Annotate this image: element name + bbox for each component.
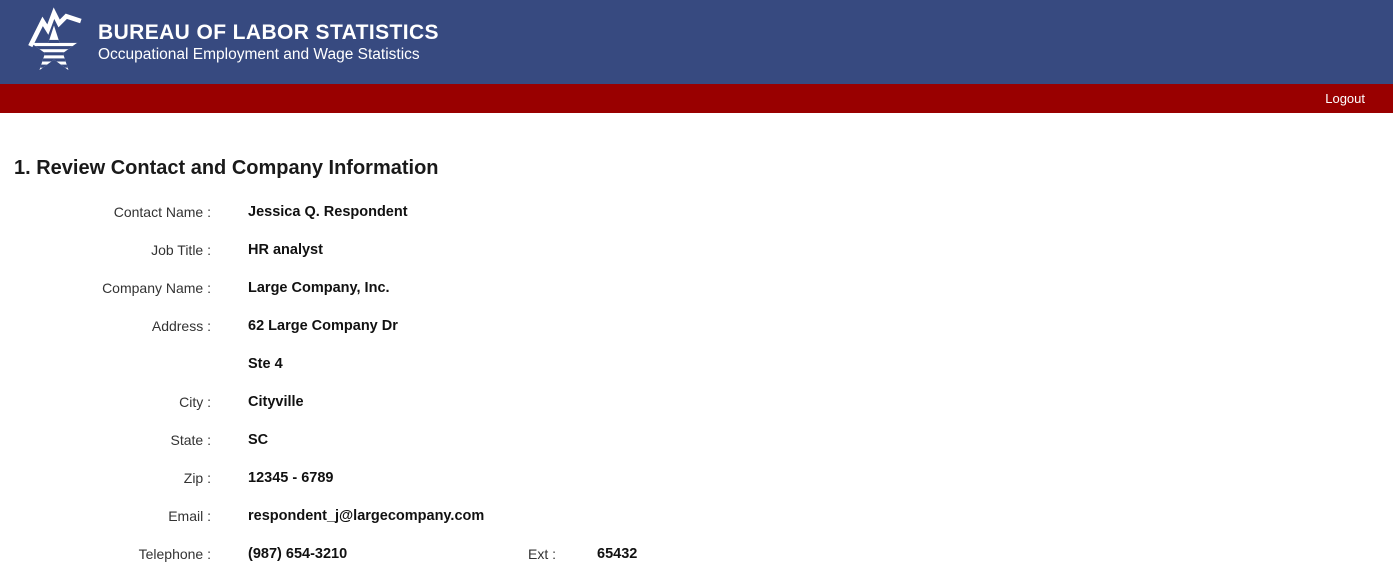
field-value: HR analyst	[248, 242, 323, 258]
field-row-contact-name: Contact Name : Jessica Q. Respondent	[0, 193, 1393, 231]
field-label	[0, 345, 211, 383]
field-value: 12345 - 6789	[248, 470, 334, 486]
bls-star-logo-icon	[27, 7, 83, 79]
field-label: City :	[179, 394, 211, 410]
field-label: Address :	[151, 318, 211, 334]
main-content: 1. Review Contact and Company Informatio…	[0, 113, 1393, 573]
field-value: Cityville	[248, 394, 304, 410]
field-value: Ste 4	[248, 356, 283, 372]
field-row-job-title: Job Title : HR analyst	[0, 231, 1393, 269]
field-row-address-line2: Ste 4	[0, 345, 1393, 383]
field-label: Zip :	[183, 470, 211, 486]
field-row-email: Email : respondent_j@largecompany.com	[0, 497, 1393, 535]
field-value: 62 Large Company Dr	[248, 318, 398, 334]
header-title: BUREAU OF LABOR STATISTICS	[98, 21, 439, 44]
field-label: Company Name :	[102, 280, 211, 296]
ext-label: Ext :	[528, 546, 557, 562]
field-label: Telephone :	[138, 546, 211, 562]
field-value: (987) 654-3210	[248, 546, 348, 562]
section-title: 1. Review Contact and Company Informatio…	[14, 157, 439, 179]
field-value: Jessica Q. Respondent	[248, 204, 408, 220]
field-row-telephone: Telephone : (987) 654-3210 Ext : 65432	[0, 535, 1393, 573]
header-subtitle: Occupational Employment and Wage Statist…	[98, 46, 420, 63]
bls-header: BUREAU OF LABOR STATISTICS Occupational …	[0, 0, 1393, 84]
field-value: Large Company, Inc.	[248, 280, 390, 296]
field-label: Email :	[168, 508, 211, 524]
field-row-zip: Zip : 12345 - 6789	[0, 459, 1393, 497]
field-value: SC	[248, 432, 269, 448]
contact-info-fields: Contact Name : Jessica Q. Respondent Job…	[0, 193, 1393, 573]
field-label: Job Title :	[151, 242, 211, 258]
field-row-company-name: Company Name : Large Company, Inc.	[0, 269, 1393, 307]
field-label: State :	[170, 432, 211, 448]
ext-value: 65432	[597, 546, 638, 562]
field-row-state: State : SC	[0, 421, 1393, 459]
field-row-address: Address : 62 Large Company Dr	[0, 307, 1393, 345]
logout-link[interactable]: Logout	[1325, 91, 1365, 106]
field-row-city: City : Cityville	[0, 383, 1393, 421]
field-value: respondent_j@largecompany.com	[248, 508, 485, 524]
header-titles: BUREAU OF LABOR STATISTICS Occupational …	[98, 20, 439, 64]
field-label: Contact Name :	[113, 204, 211, 220]
nav-bar: Logout	[0, 84, 1393, 113]
